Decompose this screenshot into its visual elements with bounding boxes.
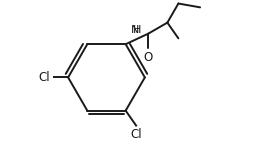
Text: Cl: Cl <box>130 128 142 141</box>
Text: Cl: Cl <box>39 71 50 84</box>
Text: H: H <box>133 26 141 35</box>
Text: O: O <box>144 51 153 64</box>
Text: N: N <box>131 26 140 35</box>
